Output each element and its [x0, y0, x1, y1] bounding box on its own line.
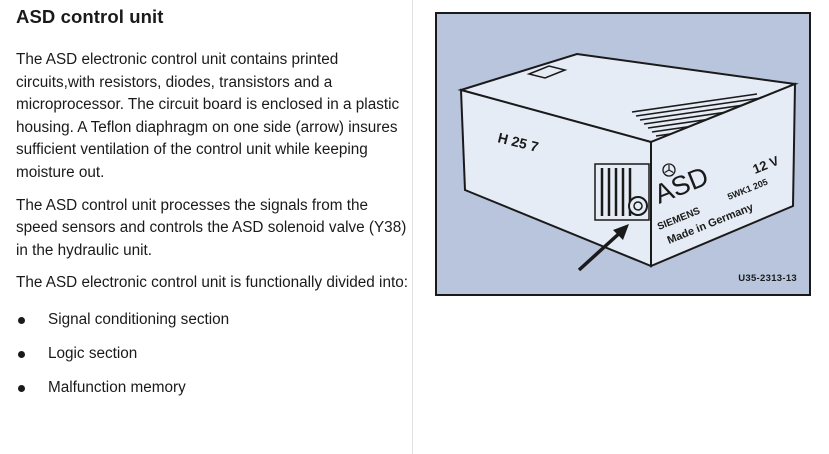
paragraph-1: The ASD electronic control unit contains…: [16, 51, 400, 181]
paragraph-3: The ASD electronic control unit is funct…: [16, 274, 408, 292]
diaphragm-icon: [628, 196, 648, 216]
star-emblem-icon: [662, 163, 676, 177]
bullet-icon: [18, 385, 25, 393]
bullet-icon: [18, 351, 25, 359]
paragraph-2: The ASD control unit processes the signa…: [16, 196, 407, 259]
text-column: ASD control unit The ASD electronic cont…: [16, 6, 408, 412]
list-item: Signal conditioning section: [16, 309, 408, 331]
housing-front-face: [650, 82, 797, 268]
column-divider: [412, 0, 413, 454]
list-item: Malfunction memory: [16, 377, 408, 399]
list-item-label: Malfunction memory: [48, 379, 186, 397]
section-heading: ASD control unit: [16, 6, 164, 27]
list-item-label: Logic section: [48, 345, 138, 363]
function-list: Signal conditioning section Logic sectio…: [16, 309, 408, 399]
figure-label: U35-2313-13: [738, 273, 797, 284]
arrow-icon: [577, 228, 625, 272]
list-item-label: Signal conditioning section: [48, 310, 230, 328]
list-item: Logic section: [16, 343, 408, 365]
housing-tab: [526, 65, 568, 79]
control-unit-figure: H 25 7 ASD 12 V SIEMENS 5WK1 205 Made in…: [435, 12, 811, 296]
control-unit-illustration: H 25 7 ASD 12 V SIEMENS 5WK1 205 Made in…: [457, 52, 799, 272]
bullet-icon: [18, 316, 25, 324]
